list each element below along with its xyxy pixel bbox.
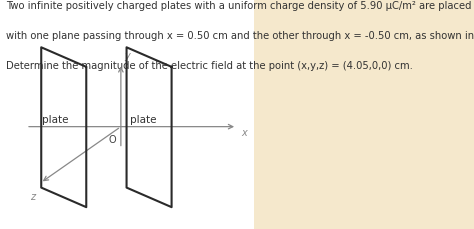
Text: Two infinite positively charged plates with a uniform charge density of 5.90 μC/: Two infinite positively charged plates w… xyxy=(6,1,474,11)
Text: plate: plate xyxy=(130,114,157,124)
Text: z: z xyxy=(30,191,35,201)
Text: with one plane passing through x = 0.50 cm and the other through x = -0.50 cm, a: with one plane passing through x = 0.50 … xyxy=(6,31,474,41)
Text: plate: plate xyxy=(42,114,68,124)
Text: y: y xyxy=(125,51,130,61)
Bar xyxy=(0,0,254,229)
Text: Determine the magnitude of the electric field at the point (x,y,z) = (4.05,0,0) : Determine the magnitude of the electric … xyxy=(6,61,412,71)
Text: O: O xyxy=(109,135,116,145)
Text: x: x xyxy=(241,128,246,138)
